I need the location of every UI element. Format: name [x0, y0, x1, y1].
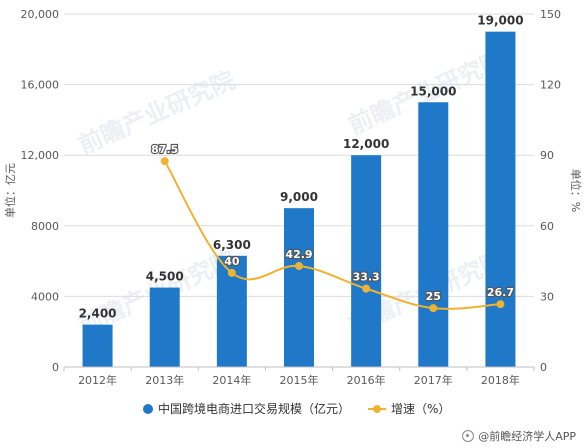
growth-point — [496, 300, 505, 309]
left-axis-title: 单位：亿元 — [3, 163, 17, 218]
x-axis-tick-label: 2012年 — [78, 373, 117, 387]
growth-point — [362, 284, 371, 293]
x-axis-tick-label: 2016年 — [347, 373, 386, 387]
bar — [485, 31, 516, 368]
footer-source-text: @前瞻经济学人APP — [478, 430, 576, 443]
growth-value-label: 42.9 — [285, 248, 312, 261]
growth-point — [227, 268, 236, 277]
axes: 0 4000 8000 12,000 16,000 20,000 0 30 60 90 120 150… — [3, 8, 583, 387]
right-axis-tick-label: 60 — [540, 220, 554, 233]
right-axis-tick-label: 90 — [540, 149, 554, 162]
legend-bar-marker — [143, 404, 153, 414]
x-axis-tick-label: 2013年 — [145, 373, 184, 387]
bar-value-label: 6,300 — [213, 238, 251, 252]
bar-value-label: 15,000 — [410, 84, 456, 98]
growth-value-label: 87.5 — [151, 143, 178, 156]
bar-value-label: 9,000 — [280, 190, 318, 204]
right-axis-tick-label: 30 — [540, 290, 554, 303]
legend-line-marker-dot — [373, 405, 381, 413]
legend-line-label: 增速（%） — [391, 402, 450, 416]
bar — [149, 287, 180, 367]
x-axis-tick-label: 2017年 — [414, 373, 453, 387]
right-axis-tick-label: 150 — [540, 8, 561, 21]
bar — [82, 324, 113, 367]
left-axis-tick-label: 16,000 — [21, 79, 60, 92]
left-axis-tick-label: 12,000 — [21, 149, 60, 162]
bar — [284, 208, 314, 367]
bar-series — [82, 31, 516, 368]
x-axis-tick-label: 2018年 — [481, 373, 520, 387]
footer-source: @前瞻经济学人APP — [462, 428, 576, 444]
right-axis-tick-label: 0 — [540, 361, 547, 374]
right-axis-title: 单位：% — [569, 169, 583, 212]
bar-value-label: 19,000 — [477, 14, 523, 28]
growth-value-label: 25 — [426, 290, 441, 303]
line-series — [160, 157, 505, 313]
legend: 中国跨境电商进口交易规模（亿元） 增速（%） — [143, 401, 450, 416]
bar-value-label: 4,500 — [146, 270, 184, 284]
bar-value-label: 12,000 — [343, 137, 389, 151]
growth-value-label: 40 — [224, 255, 240, 268]
data-labels: 2,400 4,500 6,300 9,000 12,000 15,000 19,000 87… — [79, 14, 524, 321]
x-axis-tick-label: 2014年 — [212, 373, 251, 387]
growth-point — [295, 262, 303, 271]
growth-value-label: 26.7 — [487, 286, 514, 299]
bar-value-label: 2,400 — [79, 307, 117, 321]
x-axis-tick-label: 2015年 — [280, 373, 319, 387]
bar — [351, 155, 382, 367]
growth-value-label: 33.3 — [353, 271, 380, 284]
legend-bar-label: 中国跨境电商进口交易规模（亿元） — [158, 401, 350, 416]
growth-point — [429, 304, 438, 313]
growth-point — [160, 157, 169, 166]
left-axis-tick-label: 8000 — [31, 220, 59, 233]
left-axis-tick-label: 20,000 — [21, 8, 60, 21]
left-axis-tick-label: 0 — [52, 361, 59, 374]
left-axis-tick-label: 4000 — [31, 290, 59, 303]
brand-logo-icon — [462, 430, 475, 442]
right-axis-tick-label: 120 — [540, 79, 561, 92]
bar — [418, 102, 449, 367]
